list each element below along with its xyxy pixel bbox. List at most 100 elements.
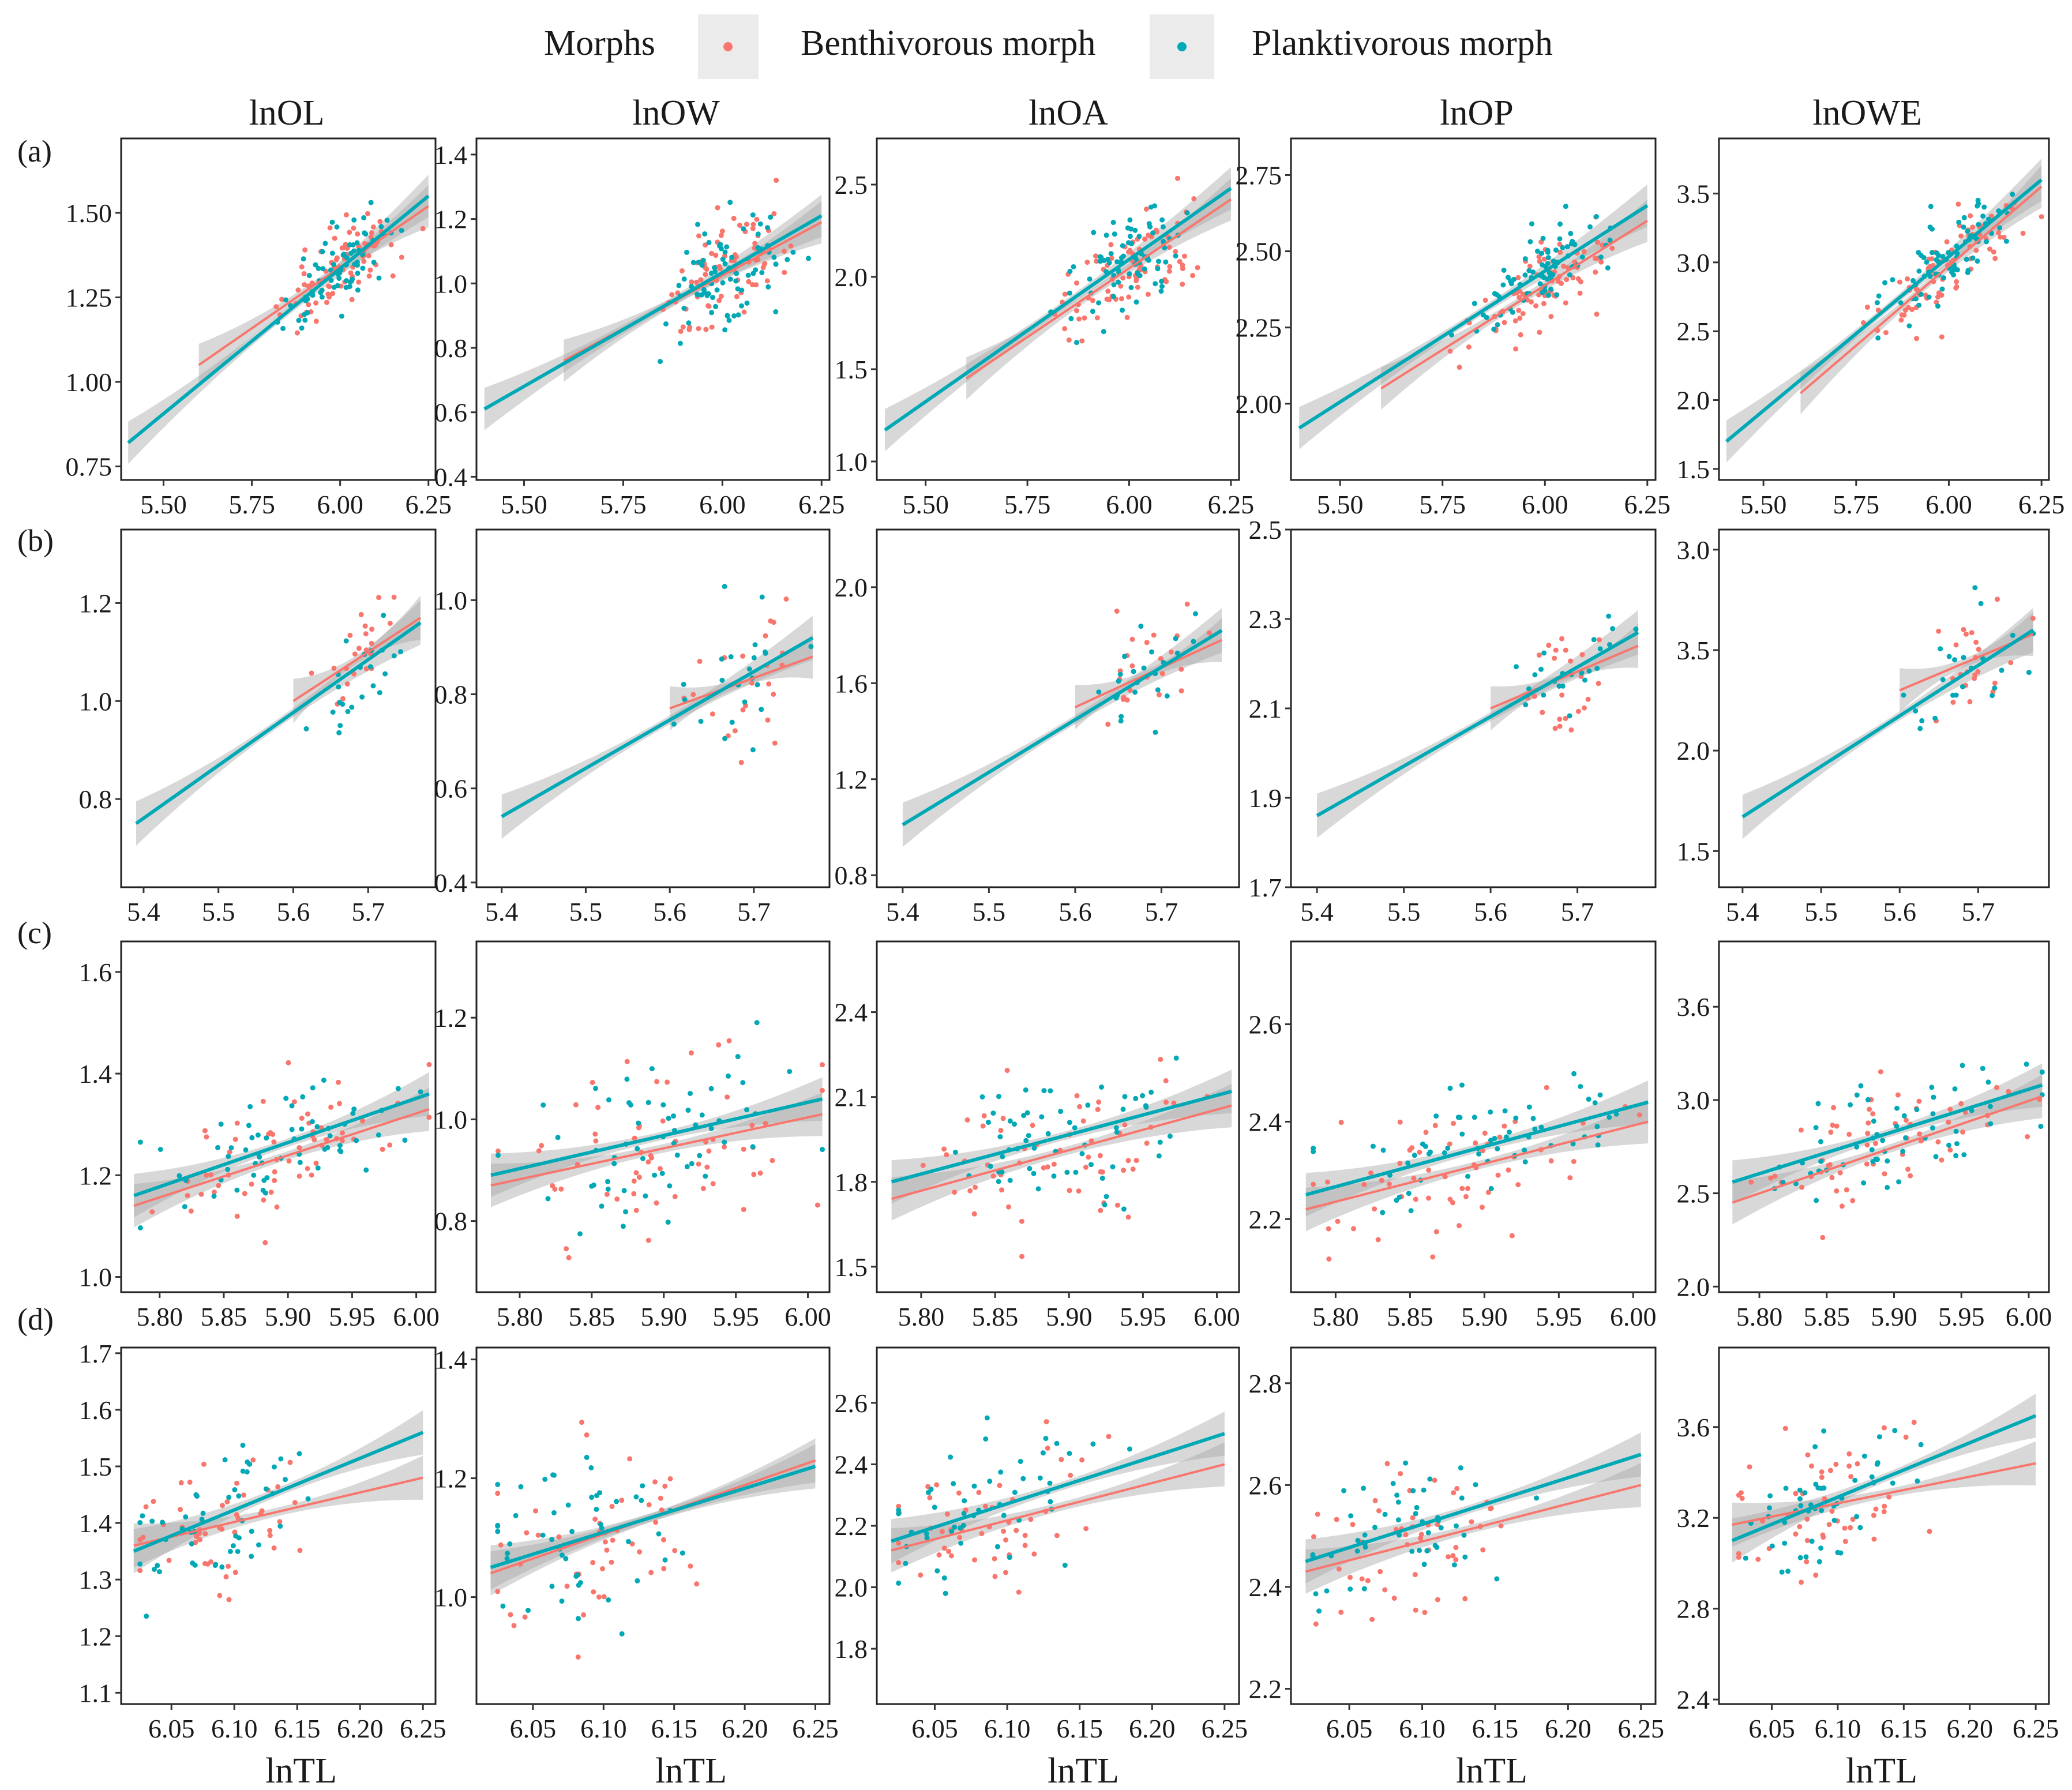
data-point-planktivorous: [1571, 1071, 1577, 1076]
data-point-benthivorous: [1995, 596, 2000, 602]
data-point-benthivorous: [1315, 1511, 1320, 1517]
data-point-planktivorous: [696, 260, 701, 265]
plot-area: [1731, 1393, 2037, 1585]
data-point-benthivorous: [1004, 1068, 1010, 1074]
data-point-planktivorous: [1513, 1115, 1519, 1121]
data-point-planktivorous: [1545, 292, 1551, 298]
data-point-benthivorous: [1088, 1138, 1094, 1144]
data-point-planktivorous: [1554, 292, 1560, 298]
data-point-benthivorous: [1886, 1494, 1892, 1500]
data-point-planktivorous: [1557, 236, 1563, 242]
data-point-benthivorous: [1105, 722, 1111, 727]
x-tick-label: 6.10: [1399, 1714, 1446, 1743]
data-point-planktivorous: [1156, 1153, 1162, 1159]
data-point-benthivorous: [1158, 1056, 1163, 1062]
fit-line-planktivorous: [133, 1431, 424, 1553]
data-point-planktivorous: [347, 242, 352, 247]
data-point-benthivorous: [1850, 1517, 1856, 1522]
data-point-benthivorous: [1096, 1099, 1102, 1105]
x-axis-title: lnTL: [1846, 1751, 1917, 1790]
data-point-planktivorous: [1048, 1499, 1053, 1504]
data-point-planktivorous: [1163, 259, 1169, 265]
data-point-planktivorous: [1975, 203, 1980, 209]
data-point-planktivorous: [1919, 718, 1925, 723]
column-titles: lnOL lnOW lnOA lnOP lnOWE: [249, 93, 1922, 133]
data-point-benthivorous: [1881, 1425, 1887, 1431]
data-point-benthivorous: [362, 623, 368, 629]
data-point-planktivorous: [773, 309, 779, 314]
data-point-planktivorous: [289, 1103, 295, 1109]
data-point-planktivorous: [903, 1560, 909, 1566]
panel-frame: [475, 528, 831, 888]
data-point-benthivorous: [1457, 365, 1462, 370]
data-point-planktivorous: [752, 642, 758, 648]
data-point-planktivorous: [1529, 221, 1534, 227]
data-point-benthivorous: [788, 243, 794, 249]
data-point-benthivorous: [270, 1132, 276, 1137]
data-point-planktivorous: [746, 666, 752, 672]
data-point-benthivorous: [250, 1457, 256, 1463]
data-point-benthivorous: [633, 1170, 639, 1176]
data-point-planktivorous: [296, 1451, 302, 1457]
data-point-planktivorous: [961, 1511, 967, 1517]
data-point-benthivorous: [334, 255, 340, 261]
data-point-planktivorous: [1861, 1180, 1867, 1186]
data-point-planktivorous: [708, 1086, 714, 1091]
data-point-planktivorous: [1372, 1525, 1377, 1530]
data-point-benthivorous: [1498, 1523, 1504, 1529]
data-point-benthivorous: [1372, 1206, 1377, 1212]
data-point-benthivorous: [967, 1188, 973, 1194]
data-point-benthivorous: [365, 211, 370, 216]
data-point-benthivorous: [198, 1191, 204, 1197]
data-point-planktivorous: [218, 1121, 224, 1127]
data-point-benthivorous: [1347, 1574, 1353, 1580]
data-point-benthivorous: [1454, 1485, 1460, 1491]
data-point-benthivorous: [1311, 1534, 1316, 1540]
data-point-planktivorous: [354, 240, 360, 246]
data-point-planktivorous: [690, 260, 696, 265]
data-point-planktivorous: [1931, 1094, 1936, 1100]
data-point-benthivorous: [232, 1136, 238, 1142]
data-point-benthivorous: [1076, 316, 1082, 322]
data-point-planktivorous: [727, 276, 733, 282]
data-point-planktivorous: [1018, 1458, 1023, 1464]
data-point-benthivorous: [740, 707, 746, 712]
data-point-benthivorous: [1946, 1119, 1951, 1125]
y-tick-label: 3.0: [1677, 248, 1710, 277]
data-point-benthivorous: [1533, 303, 1539, 309]
panel-c-lnOA: 1.51.82.12.45.80 5.85 5.90 5.95 6.00: [835, 940, 1240, 1331]
data-point-planktivorous: [1821, 1428, 1827, 1434]
data-point-planktivorous: [722, 735, 728, 741]
data-point-benthivorous: [1967, 699, 1973, 704]
data-point-benthivorous: [1497, 1134, 1503, 1140]
y-tick-label: 1.2: [79, 1622, 112, 1651]
data-point-planktivorous: [1916, 268, 1922, 274]
data-point-benthivorous: [1797, 1524, 1803, 1529]
data-point-planktivorous: [1174, 650, 1180, 656]
data-point-planktivorous: [979, 1094, 985, 1099]
data-point-planktivorous: [1023, 1087, 1029, 1093]
data-point-planktivorous: [684, 1164, 690, 1169]
data-point-planktivorous: [620, 1224, 626, 1229]
data-point-planktivorous: [1432, 1543, 1438, 1548]
x-tick-label: 6.10: [984, 1714, 1031, 1743]
data-point-planktivorous: [1000, 1154, 1005, 1159]
data-point-planktivorous: [1858, 1083, 1864, 1089]
data-point-benthivorous: [573, 1102, 579, 1108]
data-point-benthivorous: [1495, 1172, 1501, 1178]
data-point-planktivorous: [643, 1193, 648, 1199]
data-point-benthivorous: [1975, 669, 1981, 674]
data-point-benthivorous: [741, 1207, 746, 1213]
data-point-benthivorous: [1163, 1099, 1169, 1105]
data-point-planktivorous: [1114, 259, 1120, 265]
data-point-benthivorous: [1014, 1528, 1019, 1533]
data-point-benthivorous: [326, 284, 332, 290]
data-point-planktivorous: [735, 1054, 741, 1060]
data-point-planktivorous: [418, 1089, 423, 1095]
data-point-benthivorous: [591, 1589, 596, 1595]
data-point-benthivorous: [584, 1432, 590, 1438]
data-point-planktivorous: [255, 1132, 261, 1138]
data-point-planktivorous: [1412, 1153, 1417, 1158]
data-point-planktivorous: [689, 1161, 695, 1166]
data-point-benthivorous: [1515, 275, 1521, 280]
